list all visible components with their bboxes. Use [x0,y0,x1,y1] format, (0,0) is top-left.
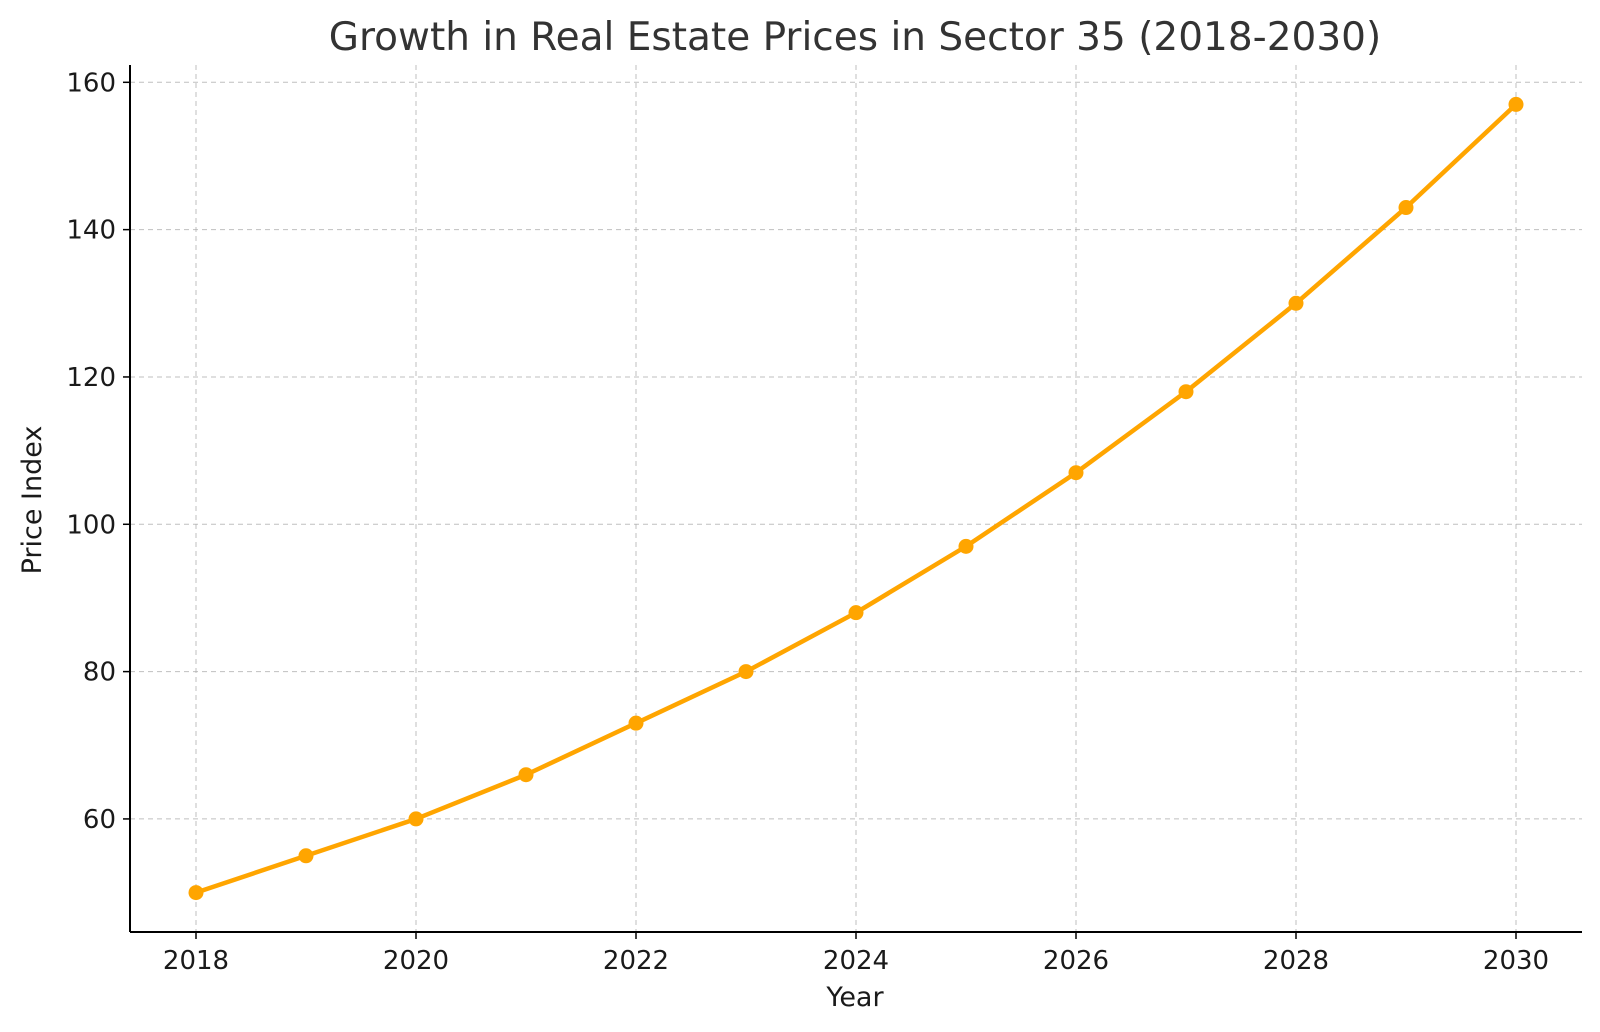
data-point [518,767,534,783]
data-point [958,538,974,554]
data-point [408,811,424,827]
x-axis-title: Year [825,982,884,1013]
x-tick-label: 2028 [1263,946,1329,976]
x-tick-label: 2018 [163,946,229,976]
x-tick-label: 2026 [1043,946,1109,976]
series-layer [188,96,1524,901]
y-tick-label: 60 [83,805,116,835]
chart-title: Growth in Real Estate Prices in Sector 3… [329,15,1381,60]
data-point [628,715,644,731]
data-point [1398,200,1414,216]
y-tick-label: 100 [66,510,116,540]
data-point [1178,384,1194,400]
x-tick-label: 2022 [603,946,669,976]
data-point [1068,465,1084,481]
y-axis-title: Price Index [17,426,48,575]
data-point [848,605,864,621]
x-tick-label: 2030 [1483,946,1549,976]
data-point [1508,96,1524,112]
x-tick-label: 2020 [383,946,449,976]
y-tick-label: 80 [83,658,116,688]
y-tick-label: 140 [66,216,116,246]
gridlines [130,65,1582,932]
x-tick-label: 2024 [823,946,889,976]
data-point [188,885,204,901]
data-point [738,664,754,680]
tick-labels: 2018 2020 2022 2024 2026 2028 2030 60 80 100 120 14… [66,68,1549,976]
data-point [298,848,314,864]
y-tick-label: 120 [66,363,116,393]
axes [123,65,1582,939]
data-point [1288,295,1304,311]
y-tick-label: 160 [66,68,116,98]
